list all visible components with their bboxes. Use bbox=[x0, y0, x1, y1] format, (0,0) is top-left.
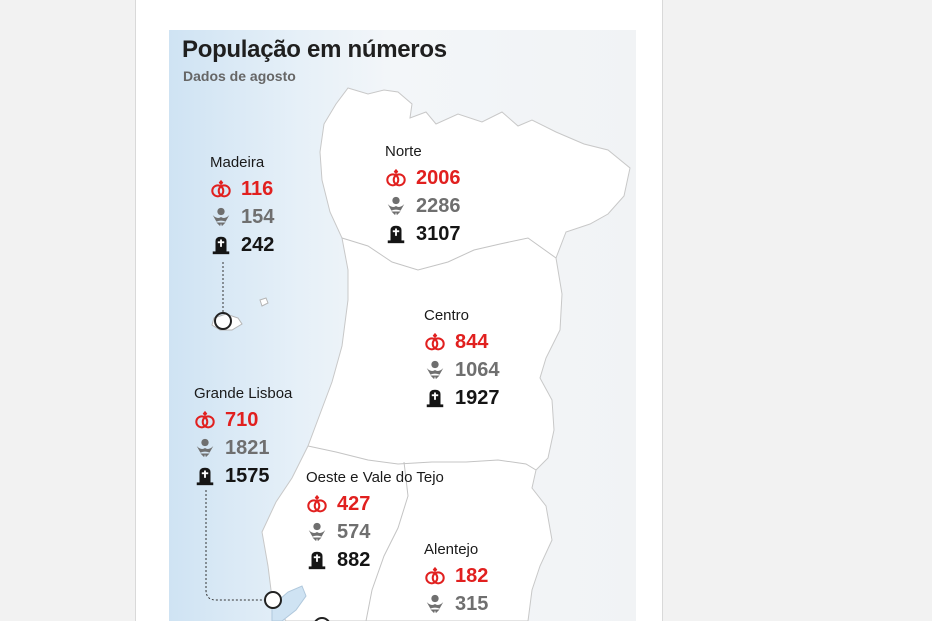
deaths-stat: 1927 bbox=[424, 384, 500, 412]
deaths-value: 242 bbox=[241, 233, 275, 256]
region-madeira: Madeira 116 154 242 bbox=[210, 154, 274, 259]
marriages-stat: 2006 bbox=[385, 164, 461, 192]
marriages-stat: 710 bbox=[194, 406, 292, 434]
deaths-stat: 882 bbox=[306, 546, 444, 574]
births-value: 315 bbox=[455, 592, 489, 615]
tombstone-icon bbox=[212, 236, 230, 255]
baby-icon bbox=[387, 196, 405, 216]
region-name: Alentejo bbox=[424, 541, 479, 558]
baby-icon bbox=[426, 360, 444, 380]
deaths-value: 1927 bbox=[455, 386, 500, 409]
marriages-value: 182 bbox=[455, 564, 489, 587]
rings-icon bbox=[195, 410, 215, 429]
births-stat: 1821 bbox=[194, 434, 292, 462]
births-stat: 1064 bbox=[424, 356, 500, 384]
deaths-value: 3107 bbox=[416, 222, 461, 245]
rings-icon bbox=[425, 566, 445, 585]
deaths-value: 882 bbox=[337, 548, 371, 571]
mainland-portugal-shape bbox=[261, 87, 631, 621]
marriages-value: 710 bbox=[225, 408, 259, 431]
births-stat: 574 bbox=[306, 518, 444, 546]
deaths-stat: 3107 bbox=[385, 220, 461, 248]
region-name: Oeste e Vale do Tejo bbox=[306, 469, 444, 486]
births-value: 574 bbox=[337, 520, 371, 543]
births-value: 154 bbox=[241, 205, 275, 228]
baby-icon bbox=[308, 522, 326, 542]
baby-icon bbox=[212, 207, 230, 227]
tombstone-icon bbox=[196, 467, 214, 486]
region-name: Grande Lisboa bbox=[194, 385, 293, 402]
setubal-marker bbox=[314, 617, 330, 621]
tombstone-icon bbox=[387, 225, 405, 244]
marriages-value: 2006 bbox=[416, 166, 461, 189]
marriages-stat: 427 bbox=[306, 490, 444, 518]
region-name: Madeira bbox=[210, 154, 265, 171]
tombstone-icon bbox=[426, 389, 444, 408]
region-name: Centro bbox=[424, 307, 470, 324]
deaths-stat: 242 bbox=[210, 231, 274, 259]
births-stat: 2286 bbox=[385, 192, 461, 220]
region-centro: Centro 844 1064 1927 bbox=[424, 307, 500, 412]
region-alentejo: Alentejo 182 315 bbox=[424, 541, 488, 621]
marriages-stat: 182 bbox=[424, 562, 488, 590]
marriages-value: 427 bbox=[337, 492, 371, 515]
border-oeste-alentejo bbox=[365, 461, 409, 621]
births-value: 2286 bbox=[416, 194, 461, 217]
infographic-card: População em números Dados de agosto Mad… bbox=[135, 0, 663, 621]
lisboa-marker bbox=[264, 591, 282, 609]
region-grande-lisboa: Grande Lisboa 710 1821 1575 bbox=[194, 385, 292, 490]
tagus-estuary bbox=[271, 585, 307, 621]
border-centro-south bbox=[307, 445, 537, 471]
rings-icon bbox=[211, 179, 231, 198]
border-norte-centro bbox=[341, 237, 557, 271]
region-norte: Norte 2006 2286 3107 bbox=[385, 143, 461, 248]
births-stat: 154 bbox=[210, 203, 274, 231]
deaths-stat: 1575 bbox=[194, 462, 292, 490]
porto-santo-island-shape bbox=[259, 297, 269, 307]
portugal-map bbox=[205, 87, 631, 621]
births-value: 1064 bbox=[455, 358, 500, 381]
region-name: Norte bbox=[385, 143, 422, 160]
deaths-value: 1575 bbox=[225, 464, 270, 487]
page-subtitle: Dados de agosto bbox=[183, 68, 296, 84]
rings-icon bbox=[307, 494, 327, 513]
marriages-stat: 116 bbox=[210, 175, 274, 203]
marriages-value: 116 bbox=[241, 177, 274, 200]
region-oeste-vale-do-tejo: Oeste e Vale do Tejo 427 574 882 bbox=[306, 469, 444, 574]
marriages-stat: 844 bbox=[424, 328, 500, 356]
births-value: 1821 bbox=[225, 436, 270, 459]
lisboa-leader-line bbox=[205, 490, 264, 601]
rings-icon bbox=[386, 168, 406, 187]
madeira-marker bbox=[214, 312, 232, 330]
rings-icon bbox=[425, 332, 445, 351]
births-stat: 315 bbox=[424, 590, 488, 618]
baby-icon bbox=[196, 438, 214, 458]
baby-icon bbox=[426, 594, 444, 614]
page-title: População em números bbox=[182, 36, 447, 63]
marriages-value: 844 bbox=[455, 330, 489, 353]
tombstone-icon bbox=[308, 551, 326, 570]
